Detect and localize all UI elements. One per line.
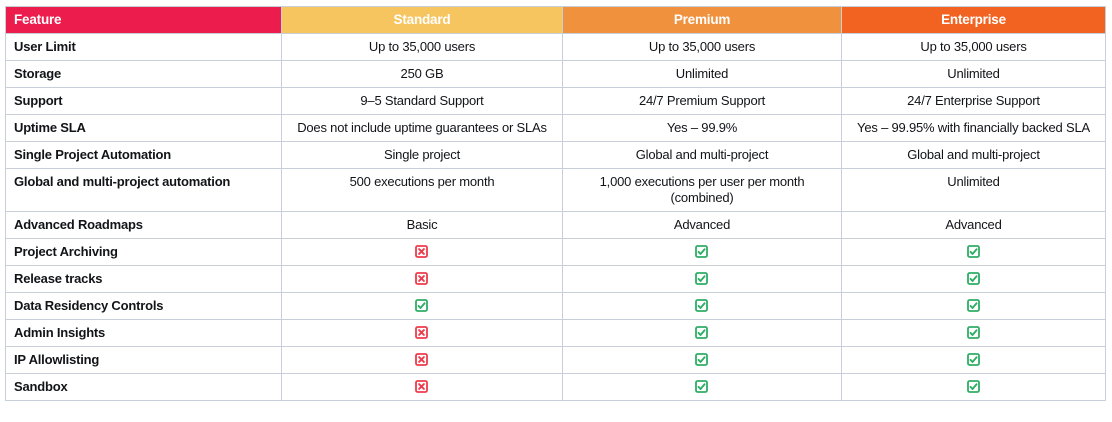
column-header-standard: Standard [281, 6, 563, 34]
value-cell [562, 292, 842, 320]
comparison-table: Feature Standard Premium Enterprise User Li… [5, 6, 1106, 401]
table-row: Storage 250 GB Unlimited Unlimited [5, 60, 1106, 88]
check-icon [695, 353, 709, 367]
value-cell: Yes – 99.9% [562, 114, 842, 142]
feature-cell: Admin Insights [5, 319, 282, 347]
value-cell: Unlimited [841, 168, 1106, 212]
value-cell: 1,000 executions per user per month (com… [562, 168, 842, 212]
table-row: User Limit Up to 35,000 users Up to 35,000… [5, 33, 1106, 61]
table-header: Feature Standard Premium Enterprise [5, 6, 1106, 34]
value-cell [281, 292, 563, 320]
value-cell [841, 238, 1106, 266]
value-cell [841, 265, 1106, 293]
value-cell [841, 292, 1106, 320]
feature-cell: Advanced Roadmaps [5, 211, 282, 239]
feature-cell: Single Project Automation [5, 141, 282, 169]
table-row: Release tracks [5, 265, 1106, 293]
value-cell: Up to 35,000 users [841, 33, 1106, 61]
feature-cell: Storage [5, 60, 282, 88]
check-icon [966, 299, 981, 313]
comparison-table-wrap: Feature Standard Premium Enterprise User Li… [5, 6, 1106, 401]
value-cell: Does not include uptime guarantees or SL… [281, 114, 563, 142]
value-cell: 500 executions per month [281, 168, 563, 212]
value-cell: Basic [281, 211, 563, 239]
table-row: Global and multi-project automation 500 e… [5, 168, 1106, 212]
table-row: Single Project Automation Single project G… [5, 141, 1106, 169]
check-icon [966, 353, 981, 367]
feature-cell: Release tracks [5, 265, 282, 293]
value-cell: Up to 35,000 users [562, 33, 842, 61]
check-icon [695, 245, 709, 259]
cross-icon [415, 245, 429, 259]
table-row: Admin Insights [5, 319, 1106, 347]
check-icon [966, 245, 981, 259]
value-cell: 250 GB [281, 60, 563, 88]
table-row: IP Allowlisting [5, 346, 1106, 374]
value-cell [281, 373, 563, 401]
column-header-enterprise: Enterprise [841, 6, 1106, 34]
value-cell: 9–5 Standard Support [281, 87, 563, 115]
value-cell [562, 373, 842, 401]
table-row: Uptime SLA Does not include uptime guaran… [5, 114, 1106, 142]
value-cell: Up to 35,000 users [281, 33, 563, 61]
value-cell [841, 319, 1106, 347]
value-cell [841, 346, 1106, 374]
value-cell: Advanced [841, 211, 1106, 239]
table-row: Data Residency Controls [5, 292, 1106, 320]
check-icon [695, 380, 709, 394]
feature-cell: Support [5, 87, 282, 115]
value-cell: Global and multi-project [841, 141, 1106, 169]
value-cell: Unlimited [562, 60, 842, 88]
value-cell [281, 346, 563, 374]
check-icon [966, 272, 981, 286]
column-header-feature: Feature [5, 6, 282, 34]
cross-icon [415, 326, 429, 340]
check-icon [695, 272, 709, 286]
feature-cell: IP Allowlisting [5, 346, 282, 374]
feature-cell: User Limit [5, 33, 282, 61]
value-cell: 24/7 Premium Support [562, 87, 842, 115]
value-cell: Global and multi-project [562, 141, 842, 169]
feature-cell: Global and multi-project automation [5, 168, 282, 212]
value-cell: Yes – 99.95% with financially backed SLA [841, 114, 1106, 142]
table-body: User Limit Up to 35,000 users Up to 35,000… [5, 33, 1106, 401]
header-row: Feature Standard Premium Enterprise [5, 6, 1106, 34]
feature-cell: Project Archiving [5, 238, 282, 266]
table-row: Advanced Roadmaps Basic Advanced Advanced [5, 211, 1106, 239]
table-row: Support 9–5 Standard Support 24/7 Premium … [5, 87, 1106, 115]
table-row: Project Archiving [5, 238, 1106, 266]
feature-cell: Uptime SLA [5, 114, 282, 142]
column-header-premium: Premium [562, 6, 842, 34]
value-cell [562, 265, 842, 293]
check-icon [695, 299, 709, 313]
value-cell [281, 265, 563, 293]
value-cell [281, 319, 563, 347]
check-icon [415, 299, 429, 313]
check-icon [695, 326, 709, 340]
cross-icon [415, 380, 429, 394]
table-row: Sandbox [5, 373, 1106, 401]
cross-icon [415, 272, 429, 286]
feature-cell: Sandbox [5, 373, 282, 401]
check-icon [966, 326, 981, 340]
check-icon [966, 380, 981, 394]
cross-icon [415, 353, 429, 367]
value-cell: Single project [281, 141, 563, 169]
value-cell [562, 238, 842, 266]
value-cell: Advanced [562, 211, 842, 239]
value-cell [841, 373, 1106, 401]
value-cell: 24/7 Enterprise Support [841, 87, 1106, 115]
value-cell [562, 319, 842, 347]
feature-cell: Data Residency Controls [5, 292, 282, 320]
value-cell [562, 346, 842, 374]
value-cell [281, 238, 563, 266]
value-cell: Unlimited [841, 60, 1106, 88]
